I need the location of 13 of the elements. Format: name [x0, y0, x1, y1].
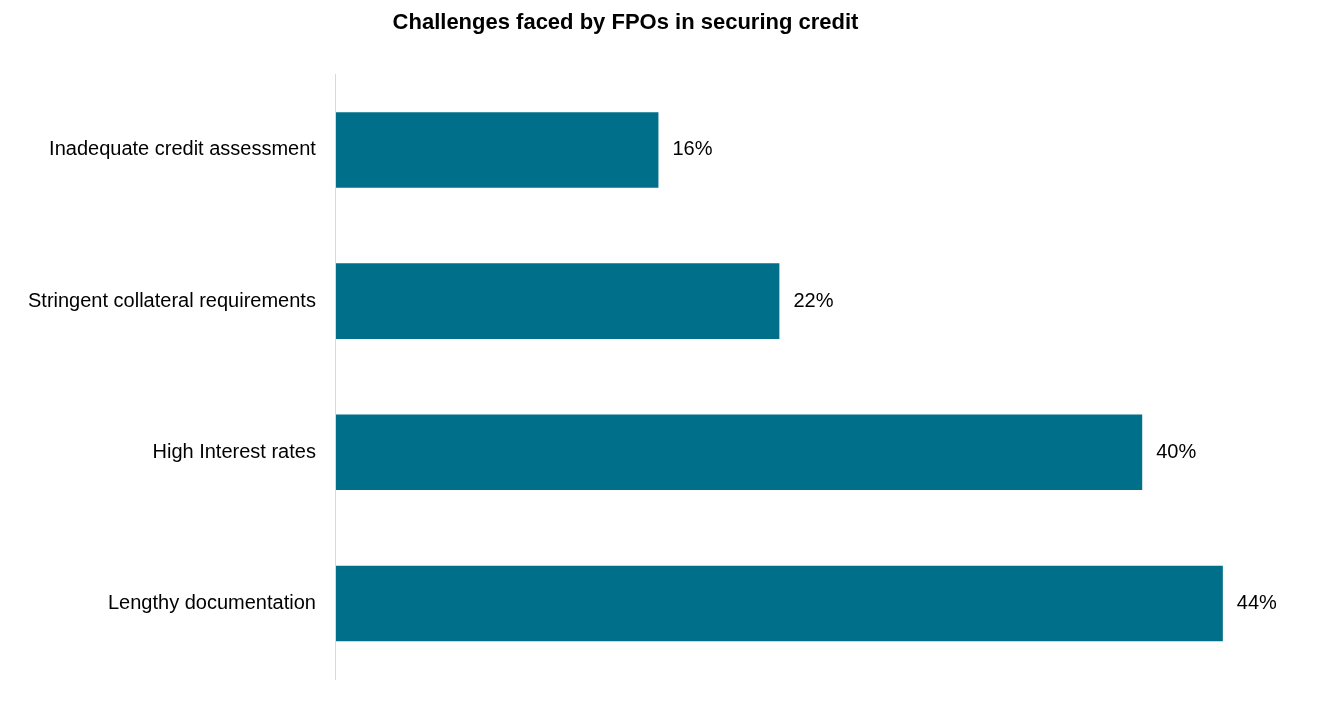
bar [335, 414, 1143, 491]
y-tick-label: Lengthy documentation [107, 590, 316, 613]
bar [335, 263, 780, 339]
y-tick-label: High Interest rates [152, 439, 316, 462]
chart-title: Challenges faced by FPOs in securing credit [392, 9, 860, 35]
data-label: 22% [793, 288, 834, 311]
bar [335, 112, 659, 188]
data-label: 16% [672, 137, 713, 160]
y-tick-label: Stringent collateral requirements [28, 288, 316, 311]
y-tick-label: Inadequate credit assessment [49, 137, 317, 160]
data-label: 40% [1156, 439, 1197, 462]
bar [335, 565, 1223, 642]
data-label: 44% [1236, 590, 1278, 613]
